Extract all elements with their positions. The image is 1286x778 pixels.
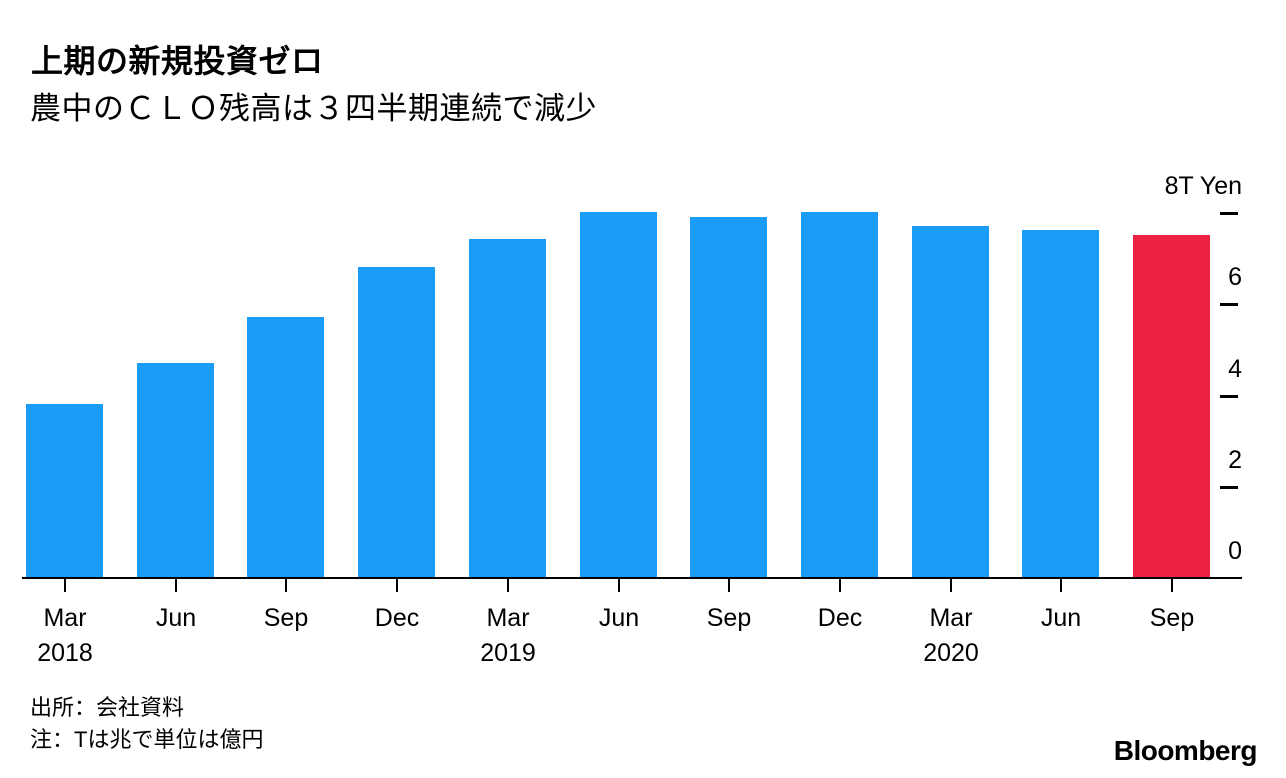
bar-sep-2020 [1133,235,1210,577]
y-axis-label-2: 2 [1228,446,1242,474]
x-axis-label-jun-2018: Jun [155,604,197,632]
x-axis-label-jun-2019: Jun [598,604,640,632]
x-axis-label-dec-2018: Dec [374,604,420,632]
x-axis-label-mar-2020: Mar [929,604,973,632]
y-tick-6 [1220,303,1238,306]
x-tick-mar-2019 [507,579,509,592]
x-axis-line [22,577,1242,579]
x-tick-dec-2018 [396,579,398,592]
x-tick-sep-2018 [285,579,287,592]
unit-note: 注：Tは兆で単位は億円 [30,727,264,752]
bar-sep-2018 [247,317,324,577]
bar-jun-2019 [580,212,657,577]
x-tick-dec-2019 [839,579,841,592]
x-axis-label-dec-2019: Dec [817,604,863,632]
x-tick-jun-2019 [618,579,620,592]
bloomberg-logo: Bloomberg [1113,735,1258,766]
x-tick-mar-2018 [64,579,66,592]
bar-dec-2019 [801,212,878,577]
x-axis-label-mar-2018: Mar [43,604,87,632]
y-axis-label-8: 8T Yen [1164,172,1242,200]
chart-title: 上期の新規投資ゼロ [31,43,324,79]
bar-mar-2019 [469,239,546,577]
y-axis-label-0: 0 [1228,537,1242,565]
bar-jun-2020 [1022,230,1099,577]
x-tick-sep-2019 [728,579,730,592]
bar-mar-2018 [26,404,103,577]
y-axis-label-6: 6 [1228,263,1242,291]
x-axis-label-sep-2019: Sep [706,604,752,632]
x-tick-jun-2020 [1060,579,1062,592]
bar-dec-2018 [358,267,435,577]
y-tick-4 [1220,395,1238,398]
x-axis-label-jun-2020: Jun [1040,604,1082,632]
y-tick-8 [1220,212,1238,215]
x-axis-label-sep-2018: Sep [263,604,309,632]
y-tick-2 [1220,486,1238,489]
bar-sep-2019 [690,217,767,577]
bar-mar-2020 [912,226,989,577]
chart-subtitle: 農中のＣＬＯ残高は３四半期連続で減少 [30,91,597,126]
x-tick-jun-2018 [175,579,177,592]
x-tick-sep-2020 [1171,579,1173,592]
x-axis-year-label-2020: 2020 [923,639,979,667]
x-tick-mar-2020 [950,579,952,592]
bar-jun-2018 [137,363,214,577]
y-axis-label-4: 4 [1228,355,1242,383]
x-axis-label-sep-2020: Sep [1149,604,1195,632]
x-axis-label-mar-2019: Mar [486,604,530,632]
source-note: 出所：会社資料 [30,695,185,720]
x-axis-year-label-2019: 2019 [480,639,536,667]
x-axis-year-label-2018: 2018 [37,639,93,667]
